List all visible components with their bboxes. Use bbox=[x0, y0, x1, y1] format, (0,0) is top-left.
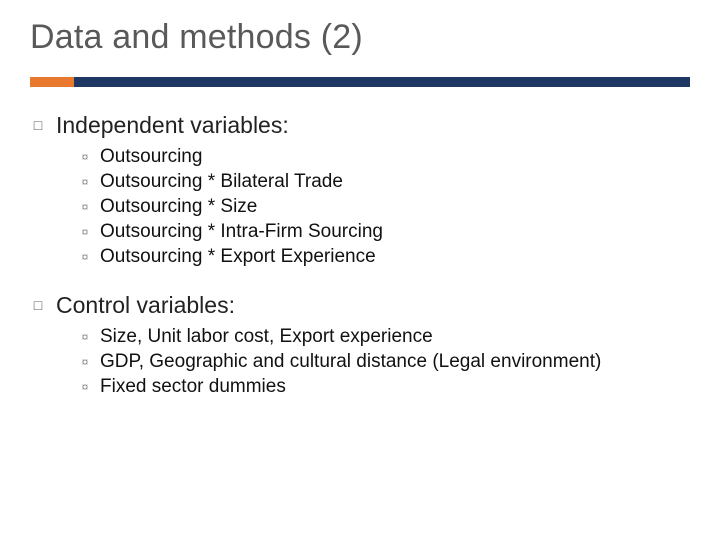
section-header-row: □ Control variables: bbox=[30, 291, 690, 319]
list-item-text: Outsourcing * Size bbox=[100, 195, 257, 219]
list-item: ¤ Outsourcing * Bilateral Trade bbox=[78, 170, 690, 194]
currency-bullet-icon: ¤ bbox=[78, 145, 92, 169]
section-label: Control variables: bbox=[56, 291, 235, 319]
title-rule bbox=[30, 77, 690, 87]
slide: Data and methods (2) □ Independent varia… bbox=[0, 0, 720, 540]
currency-bullet-icon: ¤ bbox=[78, 375, 92, 399]
section-header-row: □ Independent variables: bbox=[30, 111, 690, 139]
list-item-text: GDP, Geographic and cultural distance (L… bbox=[100, 350, 601, 374]
list-item: ¤ Outsourcing * Export Experience bbox=[78, 245, 690, 269]
currency-bullet-icon: ¤ bbox=[78, 325, 92, 349]
list-item: ¤ Outsourcing bbox=[78, 145, 690, 169]
list-item-text: Fixed sector dummies bbox=[100, 375, 286, 399]
list-item: ¤ Outsourcing * Size bbox=[78, 195, 690, 219]
list-item: ¤ Outsourcing * Intra-Firm Sourcing bbox=[78, 220, 690, 244]
list-item-text: Outsourcing * Intra-Firm Sourcing bbox=[100, 220, 383, 244]
currency-bullet-icon: ¤ bbox=[78, 170, 92, 194]
sub-list: ¤ Outsourcing ¤ Outsourcing * Bilateral … bbox=[78, 145, 690, 269]
list-item: ¤ Fixed sector dummies bbox=[78, 375, 690, 399]
currency-bullet-icon: ¤ bbox=[78, 245, 92, 269]
list-item: ¤ GDP, Geographic and cultural distance … bbox=[78, 350, 690, 374]
title-rule-main bbox=[74, 77, 690, 87]
section-independent-variables: □ Independent variables: ¤ Outsourcing ¤… bbox=[30, 111, 690, 269]
slide-title: Data and methods (2) bbox=[30, 18, 690, 57]
title-rule-accent bbox=[30, 77, 74, 87]
section-control-variables: □ Control variables: ¤ Size, Unit labor … bbox=[30, 291, 690, 399]
square-bullet-icon: □ bbox=[30, 111, 46, 139]
list-item-text: Outsourcing * Export Experience bbox=[100, 245, 376, 269]
currency-bullet-icon: ¤ bbox=[78, 195, 92, 219]
sub-list: ¤ Size, Unit labor cost, Export experien… bbox=[78, 325, 690, 399]
list-item: ¤ Size, Unit labor cost, Export experien… bbox=[78, 325, 690, 349]
currency-bullet-icon: ¤ bbox=[78, 220, 92, 244]
section-label: Independent variables: bbox=[56, 111, 289, 139]
list-item-text: Outsourcing * Bilateral Trade bbox=[100, 170, 343, 194]
list-item-text: Outsourcing bbox=[100, 145, 202, 169]
square-bullet-icon: □ bbox=[30, 291, 46, 319]
list-item-text: Size, Unit labor cost, Export experience bbox=[100, 325, 433, 349]
currency-bullet-icon: ¤ bbox=[78, 350, 92, 374]
